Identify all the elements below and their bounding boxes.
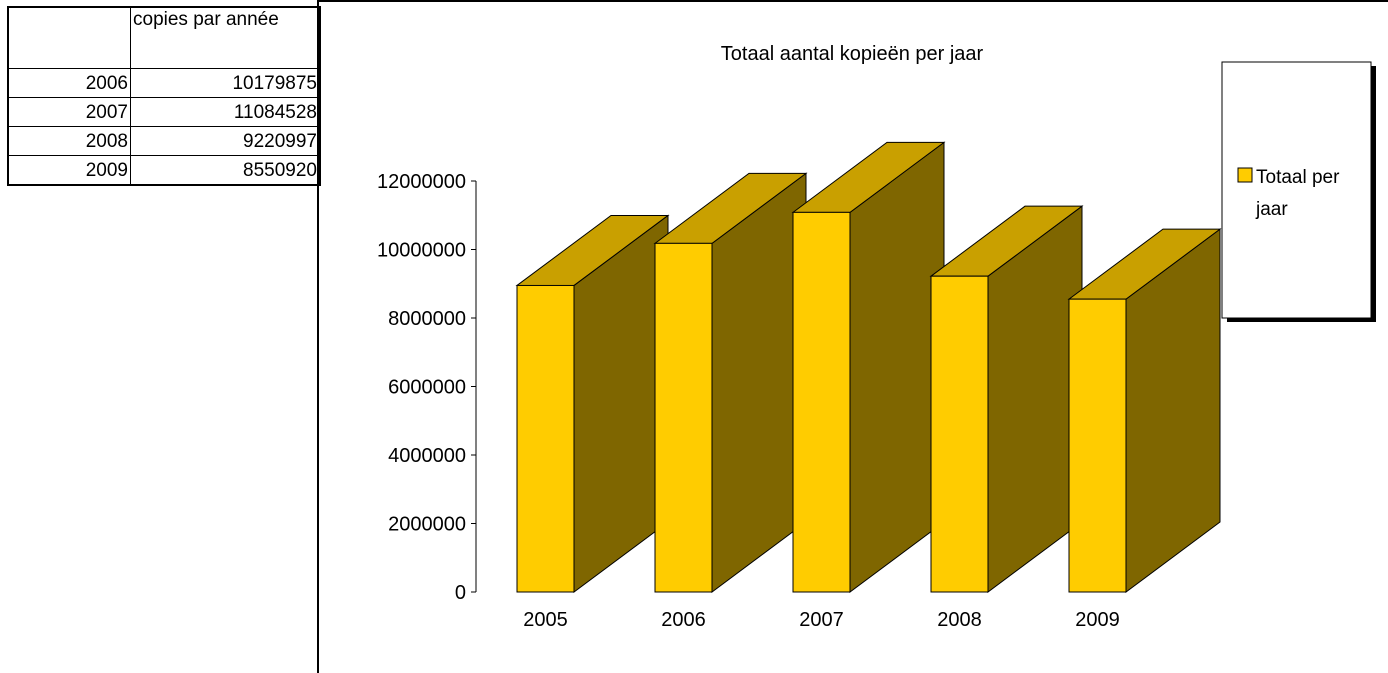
bars	[515, 141, 1222, 593]
table-value-cell: 11084528	[130, 97, 321, 127]
y-tick-label: 4000000	[388, 445, 466, 467]
x-tick-label: 2009	[1075, 609, 1120, 631]
table-row: 2008 9220997	[7, 126, 321, 156]
x-tick-label: 2008	[937, 609, 982, 631]
bar-front	[1068, 298, 1127, 593]
bar-front	[654, 242, 713, 593]
y-tick-label: 8000000	[388, 308, 466, 330]
bar	[791, 141, 946, 593]
x-tick-label: 2005	[523, 609, 568, 631]
table-value-cell: 8550920	[130, 155, 321, 186]
table-row: 2009 8550920	[7, 155, 321, 186]
table-value-cell: 9220997	[130, 126, 321, 156]
legend: Totaal per jaar	[1221, 61, 1376, 322]
legend-box	[1221, 61, 1372, 319]
table-row: 2007 11084528	[7, 97, 321, 127]
y-tick-label: 12000000	[377, 171, 466, 193]
bar-front	[930, 275, 989, 593]
x-tick-label: 2006	[661, 609, 706, 631]
bar-side	[849, 141, 945, 593]
y-axis: 0 2000000 4000000 6000000 8000000 10000000 120…	[377, 171, 477, 604]
bar	[515, 214, 670, 593]
y-tick-label: 0	[455, 582, 466, 604]
bar	[929, 205, 1084, 593]
bar	[1067, 228, 1222, 593]
chart-title: Totaal aantal kopieën per jaar	[721, 43, 984, 65]
bar	[653, 172, 808, 593]
y-tick-label: 2000000	[388, 514, 466, 536]
data-table: copies par année 2006 10179875 2007 1108…	[7, 6, 321, 186]
bar-front	[516, 284, 575, 593]
bar-front	[792, 211, 851, 593]
legend-label: Totaal per jaar	[1255, 167, 1340, 220]
legend-swatch	[1237, 167, 1253, 183]
table-value-cell: 10179875	[130, 68, 321, 98]
bar-side	[711, 172, 807, 593]
x-axis: 2005 2006 2007 2008 2009	[523, 609, 1120, 631]
y-tick-label: 6000000	[388, 377, 466, 399]
table-corner-cell	[7, 6, 131, 69]
x-tick-label: 2007	[799, 609, 844, 631]
y-tick-label: 10000000	[377, 240, 466, 262]
table-year-cell: 2008	[7, 126, 131, 156]
